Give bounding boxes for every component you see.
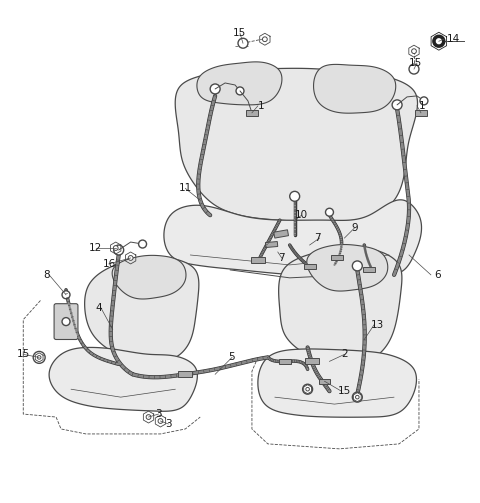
Polygon shape bbox=[84, 257, 199, 362]
Circle shape bbox=[302, 384, 312, 394]
Circle shape bbox=[236, 87, 244, 95]
Polygon shape bbox=[307, 244, 388, 291]
Polygon shape bbox=[197, 62, 282, 105]
Bar bbox=[274, 230, 288, 238]
Text: 15: 15 bbox=[17, 350, 31, 360]
Bar bbox=[415, 110, 427, 116]
Circle shape bbox=[352, 392, 362, 402]
Polygon shape bbox=[279, 248, 402, 364]
Bar bbox=[319, 379, 330, 384]
Circle shape bbox=[146, 414, 151, 420]
Text: 14: 14 bbox=[447, 34, 460, 44]
Circle shape bbox=[325, 208, 334, 216]
Circle shape bbox=[436, 39, 441, 44]
Text: 6: 6 bbox=[434, 270, 441, 280]
Bar bbox=[363, 268, 375, 273]
FancyBboxPatch shape bbox=[54, 304, 78, 340]
Polygon shape bbox=[164, 200, 421, 275]
Text: 1: 1 bbox=[419, 101, 426, 111]
Circle shape bbox=[128, 256, 133, 261]
Text: 11: 11 bbox=[179, 184, 192, 193]
Text: 10: 10 bbox=[295, 210, 308, 220]
Polygon shape bbox=[49, 348, 197, 411]
Text: 1: 1 bbox=[258, 101, 264, 111]
Text: 15: 15 bbox=[233, 28, 246, 38]
Circle shape bbox=[37, 356, 41, 359]
Circle shape bbox=[238, 38, 248, 48]
Circle shape bbox=[62, 317, 70, 325]
Bar bbox=[304, 265, 315, 270]
Text: 13: 13 bbox=[371, 319, 384, 329]
Circle shape bbox=[263, 37, 267, 42]
Polygon shape bbox=[112, 256, 186, 299]
Circle shape bbox=[33, 352, 45, 363]
Text: 5: 5 bbox=[228, 353, 235, 362]
Text: 12: 12 bbox=[89, 243, 102, 253]
Polygon shape bbox=[175, 68, 418, 222]
Circle shape bbox=[290, 191, 300, 201]
Circle shape bbox=[392, 100, 402, 110]
Text: 2: 2 bbox=[341, 350, 348, 360]
Text: 15: 15 bbox=[337, 386, 351, 396]
Circle shape bbox=[412, 49, 416, 53]
Circle shape bbox=[352, 261, 362, 271]
Bar bbox=[332, 256, 343, 261]
Circle shape bbox=[113, 245, 118, 250]
Text: 16: 16 bbox=[103, 259, 116, 269]
Circle shape bbox=[433, 35, 445, 47]
Circle shape bbox=[306, 387, 310, 391]
Bar bbox=[179, 371, 192, 377]
Bar bbox=[279, 359, 291, 364]
Polygon shape bbox=[258, 349, 417, 417]
Circle shape bbox=[139, 240, 146, 248]
Circle shape bbox=[420, 97, 428, 105]
Text: 3: 3 bbox=[166, 419, 172, 429]
Text: 8: 8 bbox=[43, 270, 50, 280]
Circle shape bbox=[210, 84, 220, 94]
Circle shape bbox=[114, 245, 124, 255]
Bar bbox=[265, 241, 278, 247]
Circle shape bbox=[409, 64, 419, 74]
Text: 7: 7 bbox=[314, 233, 321, 243]
Bar bbox=[251, 257, 265, 263]
Text: 3: 3 bbox=[156, 409, 162, 419]
Bar bbox=[305, 358, 319, 364]
Polygon shape bbox=[313, 64, 396, 113]
Circle shape bbox=[62, 291, 70, 299]
Text: 4: 4 bbox=[96, 303, 102, 313]
Text: 15: 15 bbox=[409, 58, 422, 68]
Bar bbox=[246, 110, 258, 116]
Circle shape bbox=[356, 395, 359, 399]
Text: 7: 7 bbox=[278, 253, 285, 263]
Text: 9: 9 bbox=[351, 223, 358, 233]
Circle shape bbox=[158, 418, 163, 424]
